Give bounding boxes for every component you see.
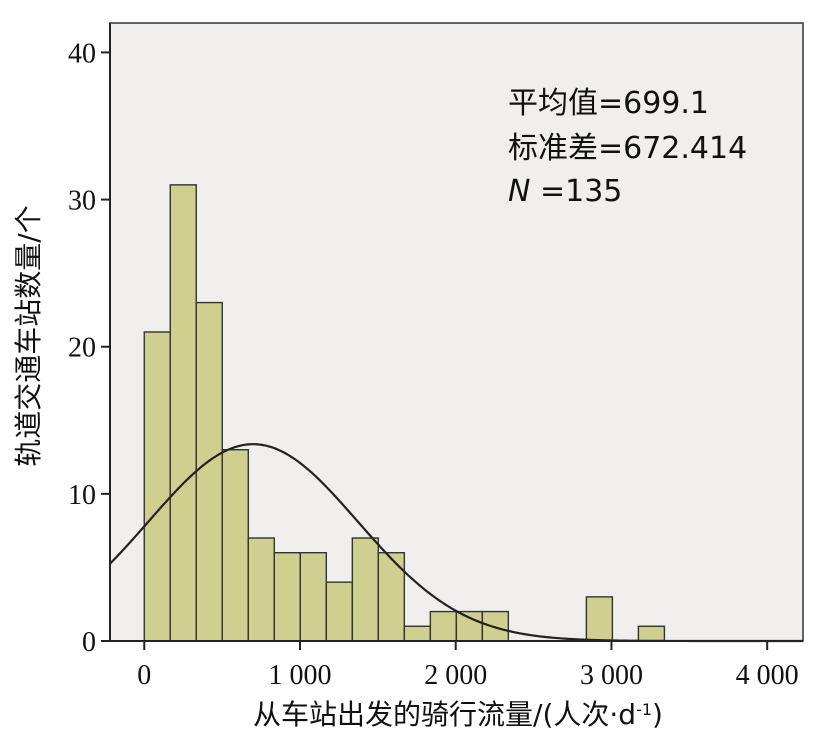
- x-tick-label: 0: [137, 660, 151, 691]
- x-tick-label: 1 000: [268, 660, 331, 691]
- histogram-bar: [429, 610, 458, 642]
- x-axis-ticks: 0 1 000 2 000 3 000 4 000: [137, 641, 799, 691]
- histogram-bar: [299, 552, 328, 642]
- histogram-bar: [481, 610, 510, 642]
- histogram-bar: [637, 625, 666, 642]
- histogram-bar: [273, 552, 302, 642]
- n-annotation: N =135: [508, 174, 622, 209]
- histogram-bar: [585, 596, 614, 642]
- histogram-bar: [169, 184, 197, 642]
- histogram-bar: [247, 537, 275, 642]
- y-tick-label: 20: [68, 333, 96, 364]
- x-axis-title: 从车站出发的骑行流量/(人次·d-1): [253, 698, 663, 731]
- histogram-bar: [455, 610, 484, 642]
- y-axis-ticks: 0 10 20 30 40: [68, 38, 110, 658]
- sd-annotation: 标准差=672.414: [508, 131, 747, 166]
- histogram-bar: [351, 537, 380, 642]
- histogram-bar: [403, 625, 432, 642]
- histogram-bar: [195, 301, 223, 642]
- y-tick-label: 40: [68, 38, 96, 69]
- histogram-bar: [143, 331, 171, 642]
- histogram-bar: [377, 552, 406, 642]
- y-tick-label: 10: [68, 480, 96, 511]
- histogram-bar: [325, 581, 354, 642]
- x-tick-label: 3 000: [580, 660, 643, 691]
- bars-group: [143, 184, 666, 642]
- y-axis-title: 轨道交通车站数量/个: [12, 205, 45, 466]
- y-tick-label: 0: [82, 627, 96, 658]
- mean-annotation: 平均值=699.1: [508, 86, 709, 121]
- x-tick-label: 2 000: [424, 660, 487, 691]
- y-tick-label: 30: [68, 186, 96, 217]
- x-tick-label: 4 000: [736, 660, 799, 691]
- histogram-bar: [221, 449, 249, 642]
